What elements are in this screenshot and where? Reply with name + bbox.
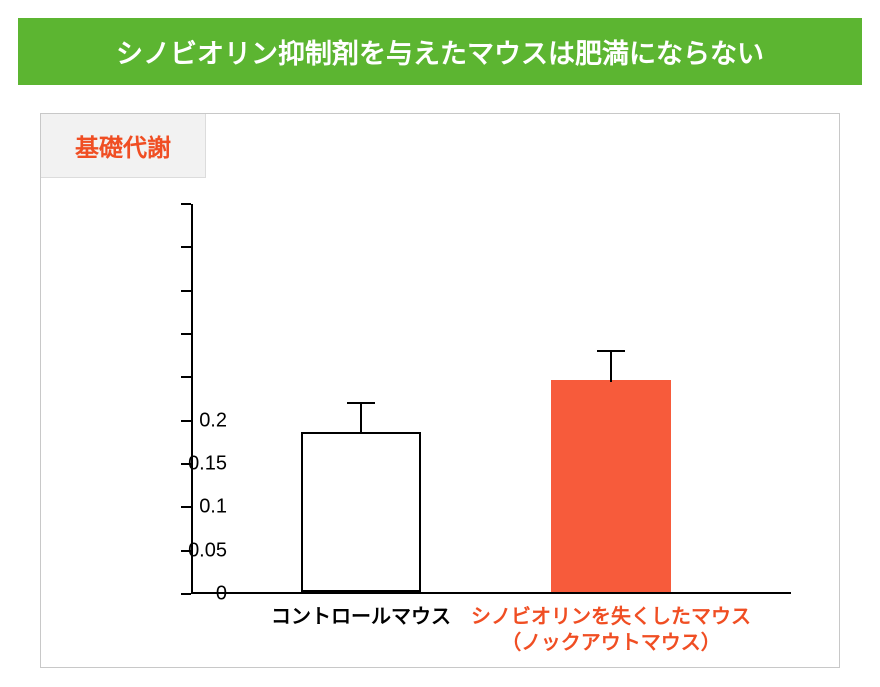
- y-tick-label: 0: [167, 583, 227, 606]
- error-cap: [347, 402, 375, 404]
- page-title: シノビオリン抑制剤を与えたマウスは肥満にならない: [18, 18, 862, 85]
- error-cap: [597, 350, 625, 352]
- bar: [551, 380, 671, 592]
- error-bar: [360, 403, 362, 433]
- y-tick-label: 0.2: [167, 409, 227, 432]
- error-bar: [610, 351, 612, 381]
- y-tick-label: 0.1: [167, 496, 227, 519]
- y-tick: [181, 203, 191, 205]
- y-tick: [181, 376, 191, 378]
- y-axis: [191, 204, 193, 594]
- chart-legend: 基礎代謝: [41, 114, 206, 178]
- y-tick-label: 0.05: [167, 539, 227, 562]
- plot-area: [191, 204, 791, 594]
- y-tick: [181, 246, 191, 248]
- y-tick-label: 0.15: [167, 453, 227, 476]
- y-tick: [181, 333, 191, 335]
- chart-container: 基礎代謝 00.050.10.150.2 コントロールマウスシノビオリンを失くし…: [40, 113, 840, 668]
- x-label: シノビオリンを失くしたマウス（ノックアウトマウス）: [461, 604, 761, 656]
- x-axis: [191, 592, 791, 594]
- bar: [301, 432, 421, 592]
- y-tick: [181, 290, 191, 292]
